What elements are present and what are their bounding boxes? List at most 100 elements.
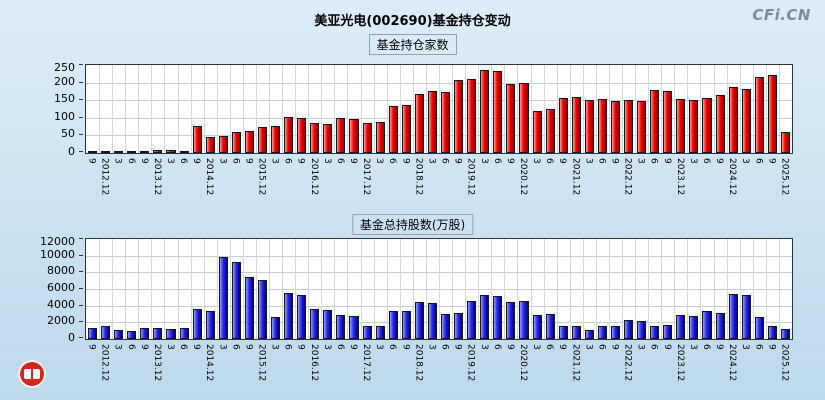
v-gridline: [491, 65, 493, 153]
bar: [218, 257, 228, 339]
x-tick-label: 2022.12: [622, 344, 633, 382]
y-tick-label: 10000: [40, 247, 75, 261]
x-tick-label: 6: [334, 158, 345, 164]
y-axis-total-shares: 0 2000 4000 6000 8000 10000 12000: [0, 236, 83, 344]
v-gridline: [425, 65, 427, 153]
x-tick-label: 2020.12: [517, 344, 528, 382]
bar: [741, 89, 751, 153]
x-tick-label: 9: [661, 158, 672, 164]
bar: [192, 309, 202, 339]
y-tick-label: 2000: [47, 314, 75, 328]
y-tick-label: 50: [61, 127, 75, 141]
v-gridline: [622, 239, 624, 339]
cfi-logo-icon: [18, 360, 46, 388]
v-gridline: [674, 239, 676, 339]
v-gridline: [439, 239, 440, 339]
x-tick-label: 3: [269, 344, 280, 350]
bar: [244, 277, 254, 339]
x-tick-label: 3: [740, 158, 751, 164]
y-tick-mark: [79, 288, 83, 289]
x-tick-label: 2019.12: [465, 158, 476, 196]
v-gridline: [229, 239, 231, 339]
bar: [584, 330, 594, 339]
bar: [257, 127, 268, 153]
v-gridline: [478, 65, 480, 153]
v-gridline: [229, 65, 231, 153]
v-gridline: [242, 65, 244, 153]
v-gridline: [308, 65, 310, 153]
x-tick-label: 9: [714, 158, 725, 164]
x-tick-label: 2021.12: [570, 344, 581, 382]
x-tick-label: 6: [753, 158, 764, 164]
bar: [401, 311, 411, 339]
x-tick-label: 2017.12: [361, 344, 372, 382]
x-tick-label: 6: [282, 158, 293, 164]
bar: [467, 79, 477, 153]
x-tick-label: 2017.12: [361, 158, 372, 196]
bar: [715, 95, 725, 153]
y-tick-mark: [79, 151, 83, 152]
bar: [336, 118, 346, 153]
x-tick-label: 9: [609, 158, 620, 164]
v-gridline: [190, 239, 192, 339]
v-gridline: [321, 65, 323, 153]
x-tick-label: 6: [125, 158, 136, 164]
bar: [637, 101, 647, 153]
v-gridline: [661, 65, 663, 153]
bar: [88, 328, 98, 339]
v-gridline: [465, 239, 467, 339]
v-gridline: [595, 239, 597, 339]
bar: [179, 328, 189, 339]
x-tick-label: 9: [766, 158, 777, 164]
bar: [349, 119, 359, 153]
v-gridline: [269, 65, 271, 153]
bar: [388, 106, 398, 153]
x-tick-label: 3: [426, 344, 437, 350]
bar: [480, 295, 490, 339]
v-gridline: [595, 65, 597, 153]
x-tick-label: 3: [687, 158, 698, 164]
v-gridline: [347, 239, 349, 339]
x-tick-label: 3: [321, 158, 332, 164]
v-gridline: [295, 65, 297, 153]
x-tick-label: 6: [596, 344, 607, 350]
x-tick-label: 9: [504, 158, 515, 164]
v-gridline: [360, 239, 362, 339]
v-gridline: [99, 65, 101, 153]
x-tick-label: 2014.12: [204, 158, 215, 196]
v-gridline: [622, 65, 624, 153]
x-tick-label: 3: [217, 158, 228, 164]
bar: [153, 150, 163, 153]
v-gridline: [203, 65, 205, 153]
x-tick-label: 6: [125, 344, 136, 350]
bar: [114, 330, 124, 339]
v-gridline: [504, 239, 506, 339]
x-tick-label: 3: [164, 344, 175, 350]
v-gridline: [112, 65, 114, 153]
x-tick-label: 9: [191, 158, 202, 164]
bar: [401, 105, 411, 153]
x-tick-label: 2024.12: [727, 344, 738, 382]
bar: [715, 313, 725, 339]
v-gridline: [700, 65, 702, 153]
v-gridline: [648, 65, 650, 153]
v-gridline: [582, 65, 584, 153]
bar: [441, 92, 451, 153]
v-gridline: [635, 65, 637, 153]
bar: [127, 331, 137, 339]
bar: [597, 99, 607, 153]
v-gridline: [269, 239, 271, 339]
x-tick-label: 3: [478, 158, 489, 164]
v-gridline: [439, 65, 440, 153]
y-tick-label: 100: [54, 109, 75, 123]
bar: [467, 301, 477, 339]
x-tick-label: 3: [374, 344, 385, 350]
x-tick-label: 3: [374, 158, 385, 164]
x-tick-label: 2025.12: [779, 344, 790, 382]
x-tick-label: 3: [740, 344, 751, 350]
bar: [545, 109, 555, 153]
y-tick-mark: [79, 271, 83, 273]
x-tick-label: 3: [531, 344, 542, 350]
v-gridline: [739, 65, 741, 153]
v-gridline: [648, 239, 650, 339]
